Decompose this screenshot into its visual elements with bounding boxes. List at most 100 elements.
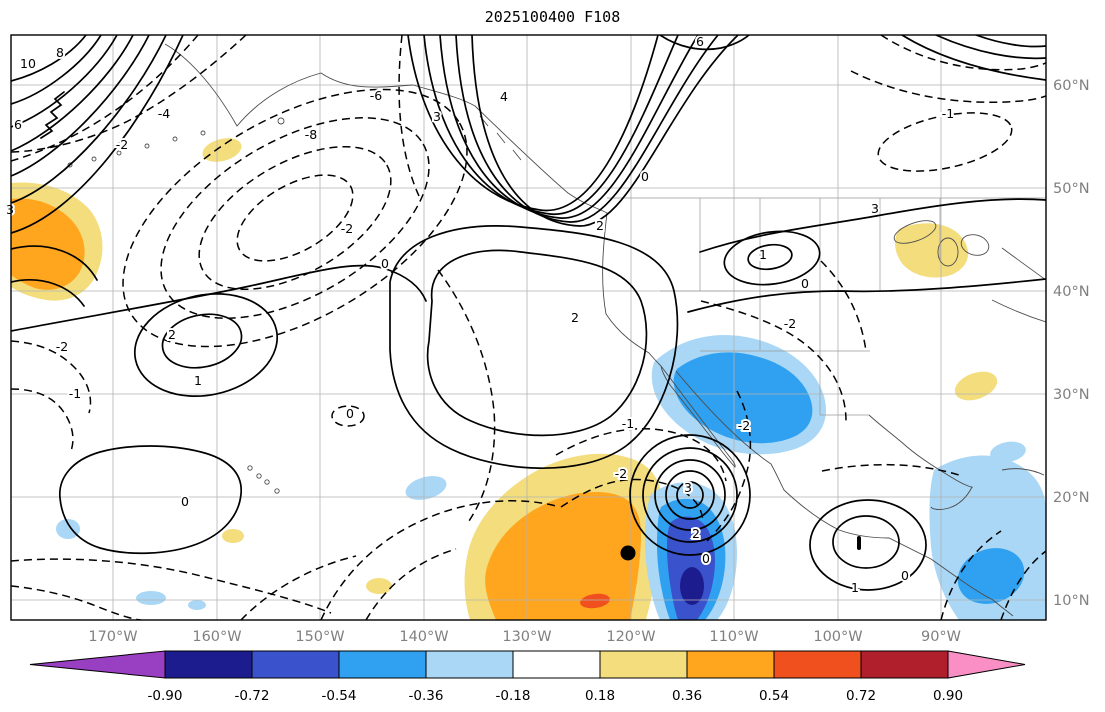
contour-label: -8 [305, 127, 318, 142]
shade-negative [673, 352, 813, 444]
coastline-baja [660, 365, 736, 468]
contour-solid [975, 35, 1046, 48]
contour-dashed [880, 35, 1046, 71]
shade-positive [202, 138, 242, 162]
storm-position-dot [620, 545, 636, 561]
contour-solid-ring [676, 481, 704, 509]
shade-positive [485, 492, 641, 620]
contour-layer [11, 35, 1046, 620]
chart-title: 2025100400 F108 [484, 8, 621, 26]
contour-label: 6 [14, 117, 22, 132]
contour-dashed [560, 478, 704, 522]
shade-positive-max [580, 593, 610, 609]
contour-label: 0 [641, 169, 649, 184]
axis-labels: 170°W 160°W 150°W 140°W 130°W 120°W 110°W 100°W… [88, 78, 1089, 645]
lat-tick-label: 20°N [1053, 490, 1090, 506]
contour-solid [439, 35, 699, 219]
contour-dashed-closed [122, 88, 468, 348]
contour-label: 3 [6, 202, 14, 217]
contour-dashed [11, 388, 74, 452]
contour-label: -2 [615, 466, 627, 481]
contour-solid-zigzag [40, 91, 65, 139]
contour-dashed-closed [331, 405, 365, 427]
contour-label: -2 [56, 339, 68, 354]
contour-label: -4 [158, 106, 171, 121]
contour-solid [59, 445, 242, 555]
colorbar-tick-label: -0.54 [322, 688, 357, 704]
contour-solid-ring [665, 470, 715, 520]
contour-dashed-closed [236, 174, 354, 262]
contour-solid [11, 245, 98, 281]
contour-label: 1 [759, 247, 767, 262]
contour-label: -1 [69, 386, 81, 401]
graticule [11, 35, 1046, 620]
hawaii-islands [247, 465, 280, 494]
contour-label: -2 [784, 316, 796, 331]
colorbar-left-arrow [29, 650, 166, 679]
contour-dashed [437, 269, 496, 522]
colorbar-tick-label: -0.18 [496, 688, 531, 704]
contour-solid [11, 35, 118, 128]
contour-solid-ring [654, 459, 726, 531]
lon-tick-label: 110°W [709, 629, 758, 645]
colorbar-tick-label: -0.36 [409, 688, 444, 704]
lon-tick-label: 150°W [295, 629, 344, 645]
contour-label: 2 [571, 310, 579, 325]
great-lake [960, 234, 990, 256]
contour-label: 2 [596, 218, 604, 233]
contour-solid-closed [133, 293, 279, 397]
contour-solid [11, 35, 102, 105]
contour-dashed [700, 300, 847, 422]
shade-negative [56, 519, 80, 539]
lon-tick-label: 170°W [88, 629, 137, 645]
shade-positive [11, 198, 85, 290]
lat-tick-label: 60°N [1053, 78, 1090, 94]
contour-dashed [706, 390, 752, 542]
contour-label: 2 [692, 526, 700, 541]
contour-label: 8 [56, 45, 64, 60]
lat-tick-label: 30°N [1053, 387, 1090, 403]
contour-label: -2 [738, 418, 750, 433]
contour-solid [11, 35, 87, 82]
contour-dashed [11, 340, 92, 414]
colorbar-segment [425, 650, 514, 679]
colorbar-segment [251, 650, 340, 679]
shade-negative [188, 600, 206, 610]
contour-dashed [850, 70, 1046, 103]
shade-negative [957, 548, 1025, 604]
coastline-cuba [1001, 468, 1045, 476]
contour-label: 3 [871, 201, 879, 216]
contour-label: 2 [168, 327, 176, 342]
colorbar-tick-label: 0.54 [759, 688, 789, 704]
contour-label: 10 [20, 56, 36, 71]
contour-solid [659, 35, 750, 51]
colorbar-segment [686, 650, 775, 679]
contour-label: -1 [942, 106, 954, 121]
contour-solid [11, 35, 167, 204]
shade-negative [136, 591, 166, 605]
contour-solid-closed [809, 499, 927, 591]
shade-positive [222, 529, 244, 543]
shade-negative [405, 476, 447, 500]
contour-solid [11, 279, 85, 307]
lat-tick-label: 50°N [1053, 181, 1090, 197]
contour-label: 0 [181, 494, 189, 509]
colorbar-segment [338, 650, 427, 679]
contour-label: 6 [696, 34, 704, 49]
contour-label: 0 [702, 551, 710, 566]
political-borders [607, 197, 1046, 416]
contour-dashed [11, 558, 332, 614]
contour-dashed [11, 35, 199, 162]
contour-dashed [555, 427, 727, 482]
contour-dashed [320, 500, 557, 620]
contour-solid-closed [747, 243, 793, 271]
colorbar-segment [860, 650, 949, 679]
shade-negative-min [680, 567, 704, 605]
contour-dashed [398, 35, 420, 197]
contour-solid-ring [629, 434, 751, 556]
contour-solid [455, 35, 719, 223]
contour-dashed-closed [198, 145, 392, 291]
contour-label: 4 [500, 89, 508, 104]
lat-tick-label: 40°N [1053, 284, 1090, 300]
